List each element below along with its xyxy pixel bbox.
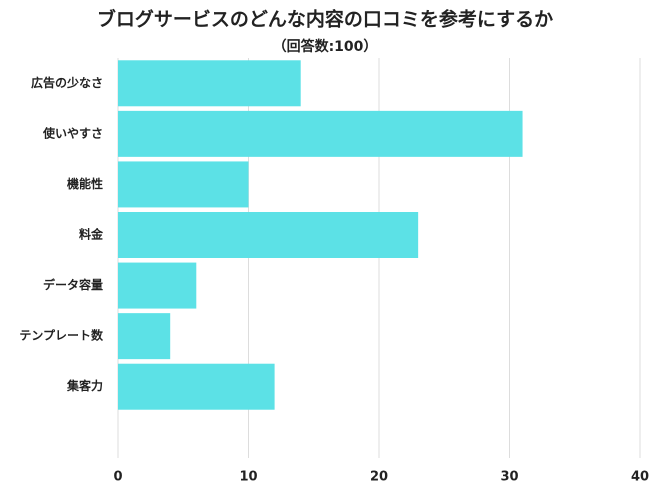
- bar: [118, 262, 197, 309]
- x-tick-label: 20: [370, 470, 388, 485]
- chart-subtitle: （回答数:100）: [273, 38, 378, 55]
- y-tick-label: 広告の少なさ: [31, 75, 103, 90]
- bar: [118, 363, 275, 410]
- x-tick-label: 40: [631, 470, 649, 485]
- bar: [118, 110, 523, 157]
- bar: [118, 313, 171, 360]
- y-tick-label: データ容量: [43, 277, 103, 292]
- y-tick-label: 集客力: [66, 378, 103, 393]
- y-tick-label: 機能性: [67, 176, 103, 191]
- x-tick-label: 30: [500, 470, 518, 485]
- y-tick-label: テンプレート数: [19, 328, 104, 343]
- bar: [118, 212, 419, 258]
- bar: [118, 60, 301, 107]
- x-tick-label: 0: [113, 470, 122, 485]
- bar: [118, 161, 249, 208]
- x-tick-label: 10: [239, 470, 257, 485]
- y-tick-label: 使いやすさ: [42, 125, 103, 140]
- chart-title: ブログサービスのどんな内容の口コミを参考にするか: [97, 8, 553, 31]
- y-tick-label: 料金: [79, 227, 104, 242]
